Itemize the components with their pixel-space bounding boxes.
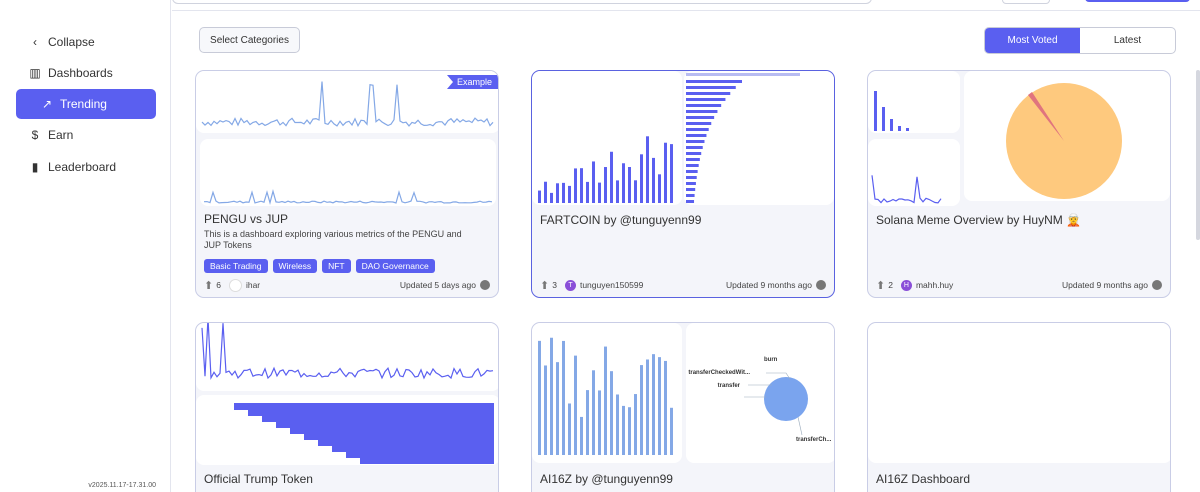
nav-icon: ↗: [41, 97, 53, 111]
sort-tab[interactable]: Latest: [1113, 35, 1142, 46]
nav-icon: ‹: [33, 35, 37, 49]
chart-label: transferCh...: [796, 437, 832, 443]
select-categories[interactable]: Select Categories: [199, 27, 300, 53]
card-title: Official Trump Token: [204, 472, 313, 486]
nav-item[interactable]: ▮ Leaderboard: [16, 152, 156, 182]
nav-label: Earn: [48, 128, 74, 142]
nav-item[interactable]: $ Earn: [16, 120, 156, 150]
clock-icon: [480, 280, 490, 290]
version: v2025.11.17-17.31.00: [88, 482, 156, 489]
nav-label: Trending: [60, 97, 107, 111]
thumbnail: [868, 71, 1170, 206]
dashboard-card[interactable]: Example PENGU vs JUP This is a dashboard e…: [195, 70, 499, 298]
nav-label: Leaderboard: [48, 160, 117, 174]
nav-icon: ▮: [31, 160, 39, 174]
clock-icon: [1152, 280, 1162, 290]
nav-icon: $: [31, 128, 39, 142]
avatar: H: [900, 279, 912, 291]
sidebar: [0, 0, 171, 492]
tag-list: Basic Trading Wireless NFT DAO Governance: [204, 259, 435, 273]
vote-count: 6: [216, 280, 221, 290]
scrollbar: [1196, 70, 1200, 240]
tag[interactable]: DAO Governance: [355, 259, 435, 273]
vote-count: 3: [552, 280, 557, 290]
thumbnail: [868, 323, 1170, 463]
author: tunguyen150599: [579, 280, 644, 290]
clock-icon: [816, 280, 826, 290]
dashboard-card[interactable]: Official Trump Token: [195, 322, 499, 492]
vote-count: 2: [888, 280, 893, 290]
chart-label: transfer: [718, 383, 741, 389]
updated: Updated 9 months ago: [725, 280, 812, 290]
badge: Example: [446, 75, 498, 89]
card-title: AI16Z by @tunguyenn99: [540, 472, 673, 486]
nav-icon: ▥: [29, 66, 41, 80]
card-title: AI16Z Dashboard: [876, 472, 971, 486]
nav-item[interactable]: ‹ Collapse: [16, 27, 156, 57]
chart-label: transferCheckedWit...: [688, 370, 750, 376]
dashboard-card[interactable]: burn transferCheckedWit... transfer transfe…: [531, 322, 835, 492]
sort-tab[interactable]: Most Voted: [985, 28, 1080, 53]
author: mahh.huy: [915, 280, 954, 290]
card-title: Solana Meme Overview by HuyNM 🧝: [876, 213, 1082, 227]
card-footer: ⬆ 6 ihar Updated 5 days ago: [204, 278, 490, 292]
author: ihar: [245, 280, 261, 290]
thumbnail: [196, 323, 498, 465]
nav-item[interactable]: ↗ Trending: [16, 89, 156, 119]
nav-label: Dashboards: [48, 66, 113, 80]
card-title: PENGU vs JUP: [204, 212, 289, 226]
updated: Updated 5 days ago: [399, 280, 476, 290]
thumbnail: burn transferCheckedWit... transfer transfe…: [532, 323, 834, 463]
chart-label: burn: [764, 357, 778, 363]
upvote-icon[interactable]: ⬆: [204, 279, 214, 292]
dashboard-card[interactable]: AI16Z Dashboard: [867, 322, 1171, 492]
card-description: This is a dashboard exploring various me…: [204, 229, 462, 250]
sort-tabs: Most Voted Latest: [984, 27, 1176, 54]
card-title: FARTCOIN by @tunguyenn99: [540, 213, 702, 227]
avatar: T: [564, 279, 576, 291]
top-button[interactable]: [1002, 0, 1050, 4]
nav-label: Collapse: [48, 35, 95, 49]
tag[interactable]: NFT: [322, 259, 351, 273]
updated: Updated 9 months ago: [1061, 280, 1148, 290]
upvote-icon[interactable]: ⬆: [540, 279, 550, 292]
thumbnail: [532, 71, 834, 205]
top-button[interactable]: [1085, 0, 1190, 2]
tag[interactable]: Basic Trading: [204, 259, 268, 273]
avatar: [228, 278, 242, 292]
upvote-icon[interactable]: ⬆: [876, 279, 886, 292]
search-box[interactable]: [172, 0, 872, 4]
tag[interactable]: Wireless: [272, 259, 318, 273]
topbar-border: [172, 10, 1200, 11]
thumbnail: [196, 71, 498, 206]
nav-item[interactable]: ▥ Dashboards: [16, 58, 156, 88]
